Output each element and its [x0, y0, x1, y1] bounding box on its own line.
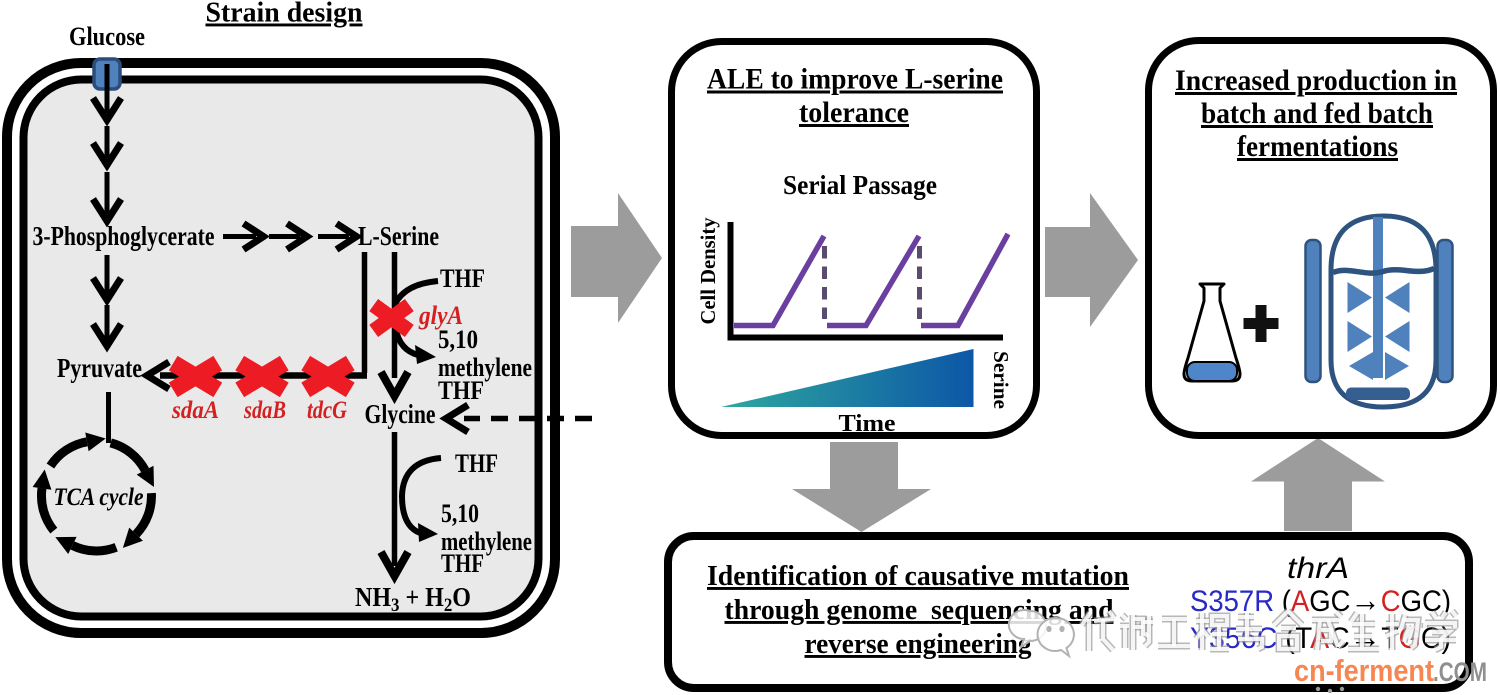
- svg-text:THF: THF: [455, 449, 498, 478]
- svg-text:glyA: glyA: [418, 301, 463, 330]
- svg-text:Cell Density: Cell Density: [696, 217, 720, 324]
- svg-text:methylene: methylene: [438, 353, 532, 382]
- svg-text:3-Phosphoglycerate: 3-Phosphoglycerate: [33, 221, 215, 251]
- svg-text:sdaB: sdaB: [243, 397, 286, 424]
- svg-text:ALE to improve L-serine: ALE to improve L-serine: [707, 63, 1003, 96]
- svg-text:tolerance: tolerance: [799, 96, 909, 129]
- svg-text:5,10: 5,10: [438, 325, 478, 354]
- svg-text:batch and fed batch: batch and fed batch: [1201, 97, 1433, 130]
- svg-text:Identification of causative mu: Identification of causative mutation: [707, 560, 1129, 592]
- svg-text:.COM: .COM: [1433, 657, 1487, 687]
- svg-text:L-Serine: L-Serine: [358, 221, 439, 251]
- svg-text:tdcG: tdcG: [307, 397, 347, 424]
- svg-text:Glucose: Glucose: [69, 22, 145, 51]
- svg-text:thrA: thrA: [1287, 552, 1349, 585]
- svg-text:Increased production in: Increased production in: [1175, 64, 1457, 97]
- svg-text:sdaA: sdaA: [171, 397, 219, 424]
- svg-text:Time: Time: [839, 411, 896, 437]
- svg-text:THF: THF: [441, 549, 484, 578]
- svg-text:Pyruvate: Pyruvate: [57, 353, 142, 383]
- svg-text:Glycine: Glycine: [365, 399, 436, 429]
- svg-text:Serine: Serine: [989, 351, 1013, 409]
- svg-text:Strain design: Strain design: [206, 0, 363, 29]
- svg-text:reverse engineering: reverse engineering: [805, 628, 1032, 660]
- svg-text:5,10: 5,10: [441, 499, 479, 528]
- svg-text:NH3 + H2O: NH3 + H2O: [355, 582, 471, 616]
- svg-text:THF: THF: [440, 264, 485, 293]
- svg-text:methylene: methylene: [441, 527, 532, 556]
- svg-text:S357R (AGC→CGC): S357R (AGC→CGC): [1190, 581, 1451, 618]
- svg-text:Serial Passage: Serial Passage: [783, 170, 937, 200]
- svg-text:cn-ferment: cn-ferment: [1294, 653, 1434, 688]
- svg-text:TCA cycle: TCA cycle: [54, 484, 144, 511]
- svg-text:fermentations: fermentations: [1237, 130, 1398, 163]
- svg-text:THF: THF: [438, 376, 484, 405]
